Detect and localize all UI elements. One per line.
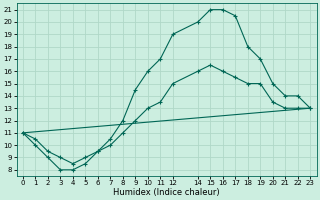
X-axis label: Humidex (Indice chaleur): Humidex (Indice chaleur) (113, 188, 220, 197)
